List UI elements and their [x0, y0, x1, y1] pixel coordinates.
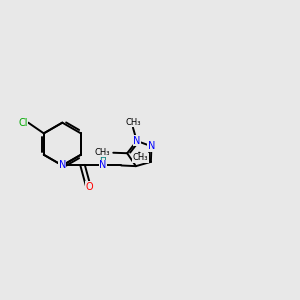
Text: N: N	[133, 136, 140, 146]
Text: O: O	[86, 182, 93, 192]
Text: H: H	[100, 154, 106, 164]
Text: CH₃: CH₃	[133, 154, 148, 163]
Text: CH₃: CH₃	[94, 148, 110, 157]
Text: N: N	[148, 141, 155, 151]
Text: N: N	[58, 160, 66, 170]
Text: Cl: Cl	[18, 118, 28, 128]
Text: CH₃: CH₃	[125, 118, 141, 127]
Text: N: N	[99, 160, 107, 170]
